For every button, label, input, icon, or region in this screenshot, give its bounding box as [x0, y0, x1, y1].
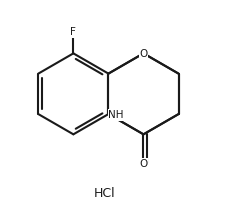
Text: O: O: [139, 49, 148, 59]
Text: O: O: [139, 159, 148, 169]
Text: HCl: HCl: [94, 187, 115, 199]
Text: F: F: [71, 27, 76, 37]
Text: NH: NH: [108, 110, 124, 120]
